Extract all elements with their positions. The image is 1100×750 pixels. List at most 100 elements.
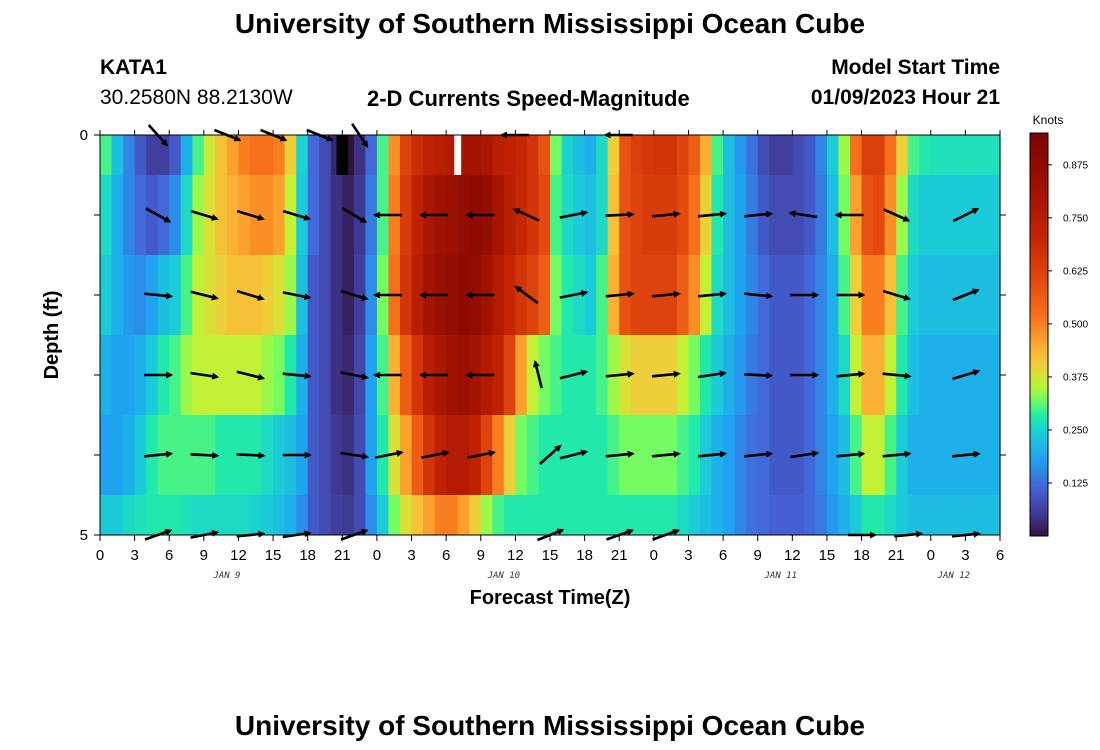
heatmap-cell xyxy=(261,415,274,495)
x-tick-label: 0 xyxy=(373,547,381,564)
heatmap-cell xyxy=(642,135,655,175)
heatmap-cell xyxy=(538,255,551,335)
y-tick-label: 5 xyxy=(80,527,88,544)
x-tick-label: 18 xyxy=(576,547,593,564)
colorbar-scale xyxy=(1029,132,1049,537)
current-vector xyxy=(539,444,562,465)
heatmap-cell xyxy=(538,495,551,535)
heatmap-cell xyxy=(215,415,228,495)
heatmap-cell xyxy=(907,175,920,255)
heatmap-cell xyxy=(803,135,816,175)
day-label: JAN 10 xyxy=(487,571,521,581)
heatmap-cell xyxy=(134,255,147,335)
heatmap-cell xyxy=(250,255,263,335)
heatmap-cell xyxy=(723,335,736,415)
current-vector xyxy=(605,290,635,298)
day-label: JAN 9 xyxy=(212,571,240,581)
heatmap-cell xyxy=(976,135,990,175)
heatmap-cell xyxy=(584,175,597,255)
heatmap-cell xyxy=(307,135,320,175)
heatmap-cell xyxy=(100,495,113,535)
heatmap-cell xyxy=(100,335,113,415)
heatmap-cell xyxy=(284,175,297,255)
heatmap-cell xyxy=(723,135,736,175)
heatmap-cell xyxy=(526,175,540,255)
heatmap-cell xyxy=(365,495,378,535)
page-title: University of Southern Mississippi Ocean… xyxy=(234,8,866,39)
heatmap-cell xyxy=(907,135,920,175)
heatmap-cell xyxy=(446,175,459,255)
current-vector xyxy=(651,290,681,298)
heatmap-cell xyxy=(953,335,966,415)
heatmap-cell xyxy=(319,415,332,495)
heatmap-cell xyxy=(342,175,355,255)
x-tick-label: 15 xyxy=(542,547,559,564)
heatmap-cell xyxy=(861,255,874,335)
heatmap-cell xyxy=(988,335,1001,415)
heatmap-cell xyxy=(111,175,124,255)
heatmap-cell xyxy=(550,415,563,495)
heatmap-cell xyxy=(550,175,563,255)
heatmap-cell xyxy=(573,335,586,415)
heatmap-cell xyxy=(192,495,205,535)
heatmap-cell xyxy=(619,135,632,175)
heatmap-cell xyxy=(723,415,736,495)
heatmap-cell xyxy=(146,495,159,535)
heatmap-cell xyxy=(976,415,990,495)
heatmap-cell xyxy=(688,415,701,495)
heatmap-cell xyxy=(861,335,874,415)
heatmap-cell xyxy=(976,255,990,335)
heatmap-cell xyxy=(630,335,643,415)
heatmap-cell xyxy=(123,175,136,255)
heatmap-cell xyxy=(400,255,413,335)
x-tick-label: 3 xyxy=(684,547,692,564)
heatmap-cell xyxy=(896,175,909,255)
current-vector xyxy=(697,210,727,218)
heatmap-cell xyxy=(111,335,124,415)
heatmap-cell xyxy=(930,135,943,175)
heatmap-cell xyxy=(757,135,770,175)
x-tick-label: 9 xyxy=(200,547,208,564)
heatmap-cell xyxy=(226,175,240,255)
heatmap-cells xyxy=(100,135,1001,535)
colorbar-tick-label: 0.625 xyxy=(1063,266,1088,277)
heatmap-cell xyxy=(226,255,240,335)
heatmap-cell xyxy=(503,335,516,415)
heatmap-cell xyxy=(330,335,343,415)
heatmap-cell xyxy=(515,175,528,255)
heatmap-cell xyxy=(573,415,586,495)
heatmap-cell xyxy=(353,175,366,255)
heatmap-cell xyxy=(192,255,205,335)
current-vector xyxy=(744,292,774,300)
heatmap-cell xyxy=(907,335,920,415)
heatmap-cell xyxy=(480,135,493,175)
heatmap-cell xyxy=(388,495,401,535)
heatmap-cell xyxy=(526,495,540,535)
heatmap-cell xyxy=(100,255,113,335)
heatmap-cell xyxy=(457,175,470,255)
heatmap-cell xyxy=(780,415,793,495)
heatmap-cell xyxy=(676,255,690,335)
heatmap-cell xyxy=(769,415,782,495)
heatmap-cell xyxy=(134,175,147,255)
heatmap-cell xyxy=(676,135,690,175)
heatmap-cell xyxy=(100,175,113,255)
heatmap-cell xyxy=(676,335,690,415)
heatmap-cell xyxy=(723,175,736,255)
heatmap-cell xyxy=(353,495,366,535)
heatmap-cell xyxy=(688,135,701,175)
heatmap-cell xyxy=(503,135,516,175)
heatmap-cell xyxy=(134,135,147,175)
heatmap-cell xyxy=(330,495,343,535)
heatmap-cell xyxy=(515,495,528,535)
heatmap-cell xyxy=(965,135,978,175)
heatmap-cell xyxy=(607,495,620,535)
heatmap-cell xyxy=(111,135,124,175)
heatmap-cell xyxy=(792,135,805,175)
current-vector xyxy=(559,209,589,219)
current-vector xyxy=(651,210,681,218)
heatmap-cell xyxy=(284,495,297,535)
heatmap-cell xyxy=(630,175,643,255)
day-label: JAN 12 xyxy=(937,571,971,581)
